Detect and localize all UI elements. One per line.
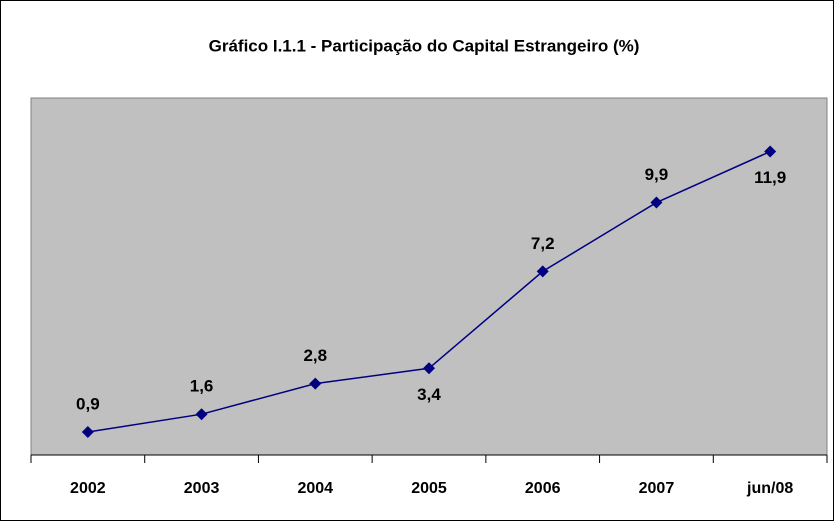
x-tick-label: 2002 xyxy=(70,480,106,497)
data-point xyxy=(423,362,435,375)
x-tick-label: 2006 xyxy=(525,480,561,497)
chart-title: Gráfico I.1.1 - Participação do Capital … xyxy=(209,36,640,55)
x-tick-label: 2003 xyxy=(184,480,220,497)
data-point xyxy=(536,265,549,278)
x-tick-label: 2004 xyxy=(297,480,333,497)
data-label: 2,8 xyxy=(303,346,327,365)
data-label: 1,6 xyxy=(190,377,214,396)
plot-area xyxy=(30,97,828,456)
data-point xyxy=(309,377,322,390)
data-label: 11,9 xyxy=(754,168,786,187)
x-tick-label: jun/08 xyxy=(746,480,793,497)
data-point xyxy=(81,426,94,439)
x-tick-label: 2005 xyxy=(411,480,447,497)
data-point xyxy=(195,408,208,421)
data-point xyxy=(764,145,777,158)
x-tick-label: 2007 xyxy=(639,480,675,497)
data-label: 9,9 xyxy=(645,165,669,184)
data-point xyxy=(650,196,663,209)
data-label: 3,4 xyxy=(417,385,441,404)
data-label: 0,9 xyxy=(76,395,100,414)
data-label: 7,2 xyxy=(531,234,555,253)
